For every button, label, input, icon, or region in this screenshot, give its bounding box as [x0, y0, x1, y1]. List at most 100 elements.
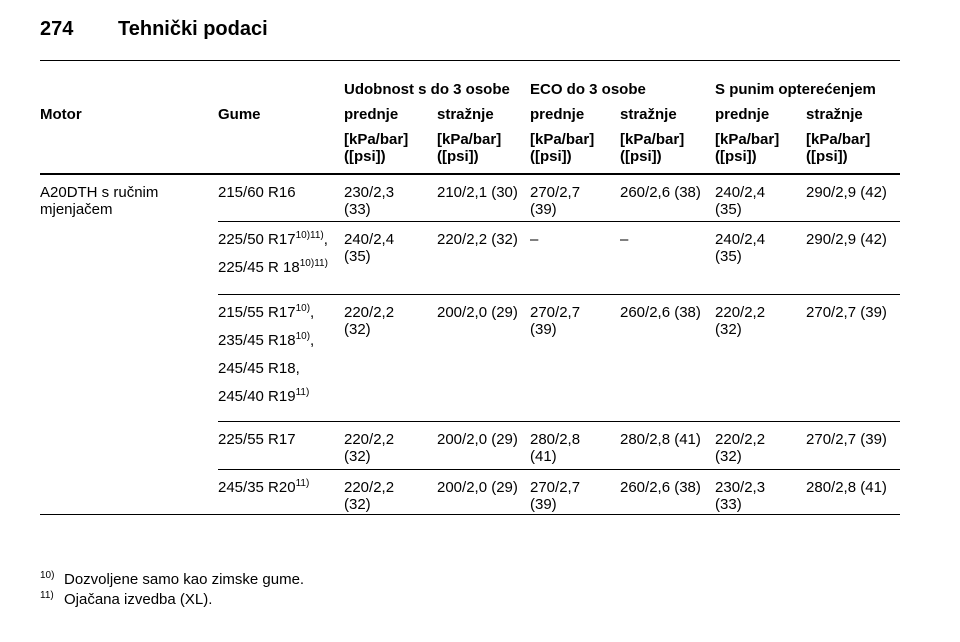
pressure: 230/2,3 (33)	[715, 478, 766, 513]
tyres-cell: 225/55 R17	[218, 421, 344, 470]
tyres-cell: 215/55 R1710), 235/45 R1810), 245/45 R18, 2…	[218, 294, 344, 422]
pressure-cell: 220/2,2 (32)	[344, 469, 437, 515]
group-header: S punim opterećenjem	[715, 81, 876, 98]
table-row: 215/55 R1710), 235/45 R1810), 245/45 R18, 2…	[40, 294, 901, 422]
unit-line: [kPa/bar]	[437, 131, 502, 148]
tyre-name: 225/55 R17	[218, 430, 296, 448]
pressure: 220/2,2 (32)	[344, 478, 395, 513]
pressure: 200/2,0 (29)	[437, 430, 518, 448]
pressure-cell: 240/2,4 (35)	[715, 221, 807, 295]
unit-line: ([psi])	[806, 148, 848, 165]
footnote: 10) Dozvoljene samo kao zimske gume.	[40, 570, 305, 589]
pressure: –	[620, 230, 629, 248]
tyre-note: 11)	[295, 386, 310, 398]
tyre-name: 225/50 R17	[218, 230, 296, 248]
tyre-tail: ,	[310, 303, 315, 321]
pressure: 210/2,1 (30)	[437, 184, 518, 201]
motor: A20DTH s ručnim mjenjačem	[40, 184, 159, 218]
unit-line: [kPa/bar]	[806, 131, 871, 148]
pressure-cell: 240/2,4 (35)	[715, 174, 807, 222]
pressure: 270/2,7 (39)	[530, 478, 581, 513]
pressure: 270/2,7 (39)	[530, 184, 581, 218]
group-header: ECO do 3 osobe	[530, 81, 646, 98]
pressure-cell: 260/2,6 (38)	[620, 469, 716, 515]
tyre-name: 235/45 R18	[218, 331, 296, 349]
pressure-cell: 220/2,2 (32)	[715, 421, 807, 470]
column-row: Motor Gume prednje stražnje prednje stražnje p…	[40, 98, 900, 123]
unit-line: [kPa/bar]	[530, 131, 595, 148]
pressure: 200/2,0 (29)	[437, 303, 518, 321]
unit-line: ([psi])	[344, 148, 386, 165]
pressure: 280/2,8 (41)	[620, 430, 701, 448]
tyre: 225/50 R1710)11),	[218, 229, 344, 248]
pressure-cell: 290/2,9 (42)	[806, 174, 901, 222]
pressure-cell: 270/2,7 (39)	[530, 469, 620, 515]
unit-header: [kPa/bar] ([psi])	[715, 123, 807, 175]
pressure: 270/2,7 (39)	[806, 430, 887, 448]
pressure: 220/2,2 (32)	[715, 430, 766, 465]
unit-line: ([psi])	[437, 148, 479, 165]
footnote: 11) Ojačana izvedba (XL).	[40, 590, 213, 609]
tyre-tail: ,	[323, 230, 328, 248]
pressure: 220/2,2 (32)	[437, 230, 518, 248]
tyre: 245/35 R2011)	[218, 478, 344, 496]
tyre: 215/60 R16	[218, 184, 344, 201]
tyre-name: 245/40 R19	[218, 387, 296, 405]
column-header: prednje	[344, 106, 399, 123]
pressure-cell: 200/2,0 (29)	[437, 469, 530, 515]
pressure-cell: 200/2,0 (29)	[437, 294, 530, 422]
pressure-cell: 280/2,8 (41)	[620, 421, 716, 470]
unit-header: [kPa/bar] ([psi])	[530, 123, 620, 175]
tyre: 245/40 R1911)	[218, 386, 344, 405]
tyre: 225/55 R17	[218, 431, 344, 448]
group-row: Udobnost s do 3 osobe ECO do 3 osobe S pun…	[40, 61, 900, 99]
pressure: 270/2,7 (39)	[806, 303, 887, 321]
group-header: Udobnost s do 3 osobe	[344, 81, 510, 98]
tyre-note: 10)11)	[295, 229, 324, 241]
motor-cell: A20DTH s ručnim mjenjačem	[40, 174, 218, 515]
pressure: 230/2,3 (33)	[344, 184, 395, 218]
pressure: 240/2,4 (35)	[344, 230, 395, 265]
pressure-cell: 260/2,6 (38)	[620, 174, 716, 222]
unit-header: [kPa/bar] ([psi])	[806, 123, 901, 175]
pressure-cell: 240/2,4 (35)	[344, 221, 437, 295]
tyre-name: 245/45 R18	[218, 359, 296, 377]
tyre-note: 10)11)	[299, 257, 328, 269]
column-header: stražnje	[620, 106, 677, 123]
unit-header: [kPa/bar] ([psi])	[437, 123, 530, 175]
spacer	[40, 61, 344, 99]
pressure-cell: 290/2,9 (42)	[806, 221, 901, 295]
pressure-cell: 210/2,1 (30)	[437, 174, 530, 222]
tyres-cell: 225/50 R1710)11), 225/45 R 1810)11)	[218, 221, 344, 295]
tyres-cell: 245/35 R2011)	[218, 469, 344, 515]
spacer	[40, 123, 344, 175]
tyre: 235/45 R1810),	[218, 331, 344, 349]
pressure: 280/2,8 (41)	[806, 478, 887, 496]
pressure: 220/2,2 (32)	[344, 430, 395, 465]
pressure: 270/2,7 (39)	[530, 303, 581, 338]
pressure: 200/2,0 (29)	[437, 478, 518, 496]
tyre-name: 215/60 R16	[218, 184, 296, 201]
pressure: 290/2,9 (42)	[806, 230, 887, 248]
tyre: 245/45 R18,	[218, 360, 344, 377]
pressure-cell: 260/2,6 (38)	[620, 294, 716, 422]
page-title: Tehnički podaci	[118, 18, 268, 40]
pressure-cell: 270/2,7 (39)	[806, 421, 901, 470]
table-row: A20DTH s ručnim mjenjačem 215/60 R16 230/2…	[40, 174, 901, 515]
pressure-cell: 270/2,7 (39)	[806, 294, 901, 422]
tyre: 215/55 R1710),	[218, 303, 344, 321]
pressure-cell: 220/2,2 (32)	[437, 221, 530, 295]
column-header: Motor	[40, 106, 82, 123]
tyre-tail: ,	[295, 359, 300, 377]
unit-line: [kPa/bar]	[344, 131, 409, 148]
unit-line: [kPa/bar]	[715, 131, 780, 148]
column-header: stražnje	[806, 106, 863, 123]
tyre-name: 215/55 R17	[218, 303, 296, 321]
unit-line: ([psi])	[620, 148, 662, 165]
pressure: 280/2,8 (41)	[530, 430, 581, 465]
unit-header: [kPa/bar] ([psi])	[620, 123, 716, 175]
pressure-cell: 270/2,7 (39)	[530, 294, 620, 422]
tyre-name: 225/45 R 18	[218, 258, 300, 276]
table-row: 225/55 R17 220/2,2 (32) 200/2,0 (29) 280/2,…	[40, 421, 901, 470]
